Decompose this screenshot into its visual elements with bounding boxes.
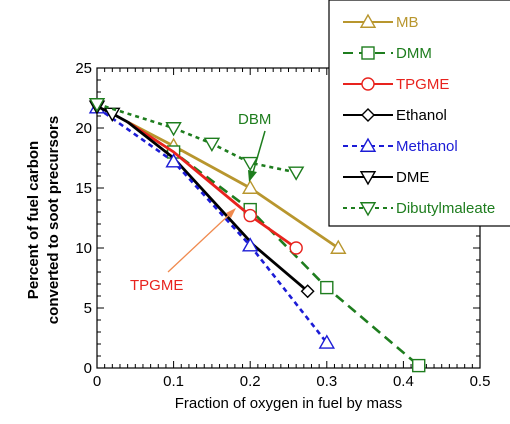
y-axis-title-line-1: Percent of fuel carbon xyxy=(25,141,42,299)
data-point-methanol xyxy=(318,334,336,349)
legend-marker xyxy=(359,137,377,152)
annotation-dbm-arrowhead xyxy=(248,170,257,182)
legend-entry-methanol: Methanol xyxy=(343,137,458,155)
legend-label: DME xyxy=(396,169,429,186)
x-tick-label: 0 xyxy=(93,373,101,390)
y-axis-title-line-2: converted to soot precursors xyxy=(45,116,62,324)
series-line-tpgme xyxy=(126,120,297,250)
legend-entry-dme: DME xyxy=(343,169,429,186)
data-point-methanol xyxy=(165,153,182,168)
annotation-tpgme-arrowhead xyxy=(226,208,236,218)
legend-box xyxy=(328,0,510,227)
x-tick-label: 0.1 xyxy=(163,373,184,390)
x-tick-label: 0.5 xyxy=(470,373,491,390)
x-tick-label: 0.4 xyxy=(393,373,414,390)
legend-label: Dibutylmaleate xyxy=(396,200,495,217)
legend-marker xyxy=(359,171,377,186)
x-axis-title: Fraction of oxygen in fuel by mass xyxy=(175,395,403,412)
data-point-tpgme xyxy=(243,208,257,223)
legend-entry-dibutylmaleate: Dibutylmaleate xyxy=(343,200,495,217)
annotations: DBM TPGME xyxy=(130,111,271,294)
legend-label: Methanol xyxy=(396,138,458,155)
legend-marker xyxy=(361,108,375,122)
y-tick-label: 20 xyxy=(75,120,92,137)
annotation-tpgme: TPGME xyxy=(130,277,183,294)
axis-titles: Fraction of oxygen in fuel by mass Perce… xyxy=(25,116,402,412)
y-tick-label: 0 xyxy=(84,360,92,377)
data-point-mb xyxy=(241,179,259,194)
legend-marker xyxy=(361,46,375,60)
data-point-methanol xyxy=(241,237,259,252)
data-point-dibutylmaleate xyxy=(203,137,221,153)
data-point-dibutylmaleate xyxy=(241,156,259,172)
data-point-tpgme xyxy=(289,241,303,255)
legend-label: MB xyxy=(396,14,419,31)
legend-marker xyxy=(359,13,377,28)
legend: MB DMM TPGME Ethanol Methanol DME Dibutylmalea… xyxy=(328,0,510,227)
series-line-mb xyxy=(126,120,340,250)
annotation-dbm: DBM xyxy=(238,111,271,128)
series-line-methanol xyxy=(96,106,328,344)
y-tick-label: 15 xyxy=(75,180,92,197)
annotation-tpgme-arrow xyxy=(167,212,232,273)
data-point-dibutylmaleate xyxy=(287,166,305,181)
legend-label: Ethanol xyxy=(396,107,447,124)
data-point-dme xyxy=(104,107,121,123)
legend-entry-ethanol: Ethanol xyxy=(343,107,447,124)
legend-label: TPGME xyxy=(396,76,449,93)
axis-ticks: 0 0.1 0.2 0.3 0.4 0.5 0 5 10 15 20 25 xyxy=(75,60,490,390)
legend-entry-tpgme: TPGME xyxy=(343,76,449,93)
legend-entry-mb: MB xyxy=(343,13,419,31)
y-tick-label: 5 xyxy=(84,300,92,317)
legend-label: DMM xyxy=(396,45,432,62)
data-point-dibutylmaleate xyxy=(88,98,106,113)
y-tick-label: 10 xyxy=(75,240,92,257)
x-tick-label: 0.3 xyxy=(316,373,337,390)
series-dibutylmaleate xyxy=(88,98,305,181)
data-point-dmm xyxy=(412,358,426,373)
series-tpgme xyxy=(126,120,303,255)
data-point-ethanol xyxy=(300,284,315,299)
series-ethanol xyxy=(126,120,315,299)
series-layer xyxy=(88,98,426,373)
legend-marker xyxy=(359,202,377,217)
series-line-ethanol xyxy=(126,120,309,293)
x-tick-label: 0.2 xyxy=(240,373,261,390)
data-point-dmm xyxy=(320,280,334,295)
annotation-dbm-arrow xyxy=(251,130,266,177)
data-point-dibutylmaleate xyxy=(165,122,182,137)
data-point-mb xyxy=(330,239,347,254)
y-tick-label: 25 xyxy=(75,60,92,77)
legend-marker xyxy=(361,77,375,91)
legend-entry-dmm: DMM xyxy=(343,45,432,62)
